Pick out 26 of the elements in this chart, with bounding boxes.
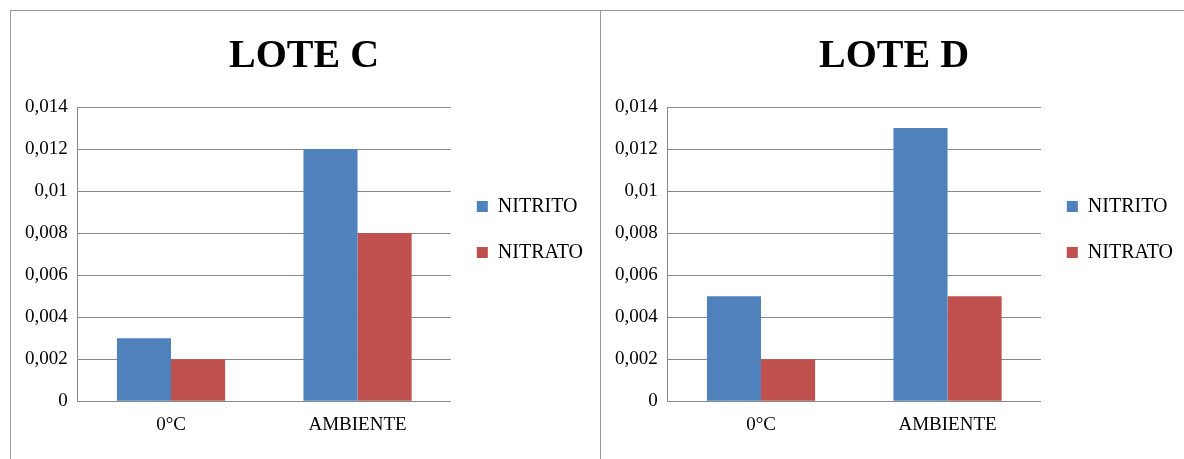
y-tick-label: 0,014: [25, 94, 69, 116]
y-tick-label: 0,014: [615, 94, 659, 116]
x-tick-label: AMBIENTE: [898, 412, 997, 434]
legend-label: NITRATO: [497, 239, 583, 262]
y-tick-label: 0,004: [615, 305, 659, 327]
y-tick-label: 0: [648, 389, 658, 411]
y-tick-label: 0,006: [25, 263, 68, 285]
y-tick-label: 0,012: [615, 137, 658, 159]
chart-title: LOTE C: [228, 31, 380, 77]
legend-label: NITRITO: [1087, 193, 1168, 216]
x-tick-label: 0°C: [746, 412, 776, 434]
y-tick-label: 0,01: [34, 179, 68, 201]
chart-title: LOTE D: [818, 31, 970, 77]
y-tick-label: 0,006: [615, 263, 658, 285]
legend-label: NITRATO: [1087, 239, 1173, 262]
y-tick-label: 0: [58, 389, 68, 411]
y-tick-label: 0,008: [615, 221, 658, 243]
x-tick-label: AMBIENTE: [308, 412, 407, 434]
legend-label: NITRITO: [497, 193, 578, 216]
y-tick-label: 0,012: [25, 137, 68, 159]
y-tick-label: 0,008: [25, 221, 68, 243]
y-tick-label: 0,002: [25, 347, 68, 369]
y-tick-label: 0,004: [25, 305, 69, 327]
y-tick-label: 0,01: [624, 179, 658, 201]
x-tick-label: 0°C: [156, 412, 186, 434]
y-tick-label: 0,002: [615, 347, 658, 369]
